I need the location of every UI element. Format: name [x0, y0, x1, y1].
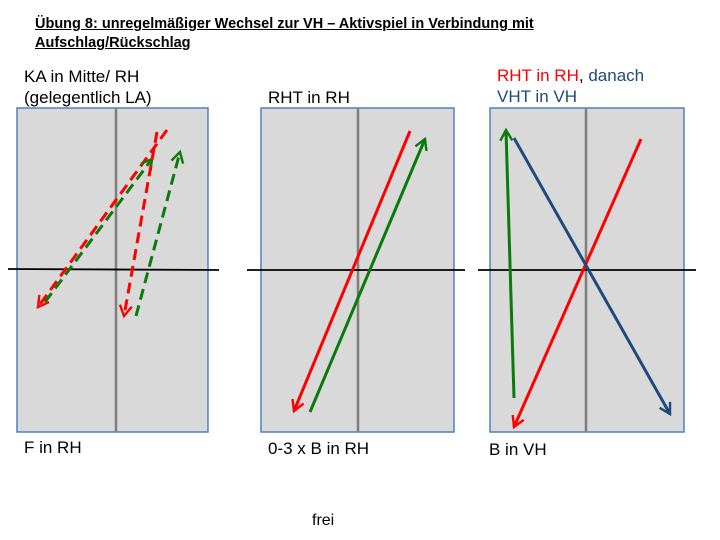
green-arrow-straight-return: [499, 127, 516, 399]
table-3: [478, 107, 696, 433]
panel-2-bottom-label: 0-3 x B in RH: [268, 439, 370, 458]
panel-3-top-label-1: RHT in RH, danach: [497, 65, 644, 86]
footer-text: frei: [312, 512, 335, 529]
navy-arrow-forehand-topspin: [512, 137, 672, 417]
exercise-title-line-2: Aufschlag/Rückschlag: [35, 35, 191, 51]
panel-3-top-label-blue: danach: [588, 66, 645, 85]
table-2: [247, 107, 465, 433]
table-1: [7, 107, 220, 433]
panel-3-top-label-sep: ,: [578, 66, 589, 85]
exercise-title-line-1: Übung 8: unregelmäßiger Wechsel zur VH –…: [35, 16, 534, 32]
panel-3-top-label-red: RHT in RH: [497, 66, 579, 85]
red-dashed-arrow-to-middle: [118, 131, 159, 319]
green-dashed-arrow-short: [134, 149, 185, 317]
panel-1-top-label-2: (gelegentlich LA): [24, 88, 152, 107]
panel-3-bottom-label: B in VH: [489, 440, 547, 459]
green-dashed-arrow-long: [43, 157, 154, 303]
panel-1-bottom-label: F in RH: [24, 438, 82, 457]
red-arrow-backhand-topspin: [511, 138, 643, 430]
panel-1-top-label-1: KA in Mitte/ RH: [24, 67, 140, 86]
red-arrow-backhand-topspin: [291, 130, 412, 414]
panel-2-top-label: RHT in RH: [268, 88, 350, 107]
green-arrow-block-return: [308, 136, 428, 413]
exercise-title: Übung 8: unregelmäßiger Wechsel zur VH –…: [35, 15, 655, 53]
table-1-net: [7, 268, 220, 271]
panel-3-top-label-2: VHT in VH: [497, 87, 577, 106]
